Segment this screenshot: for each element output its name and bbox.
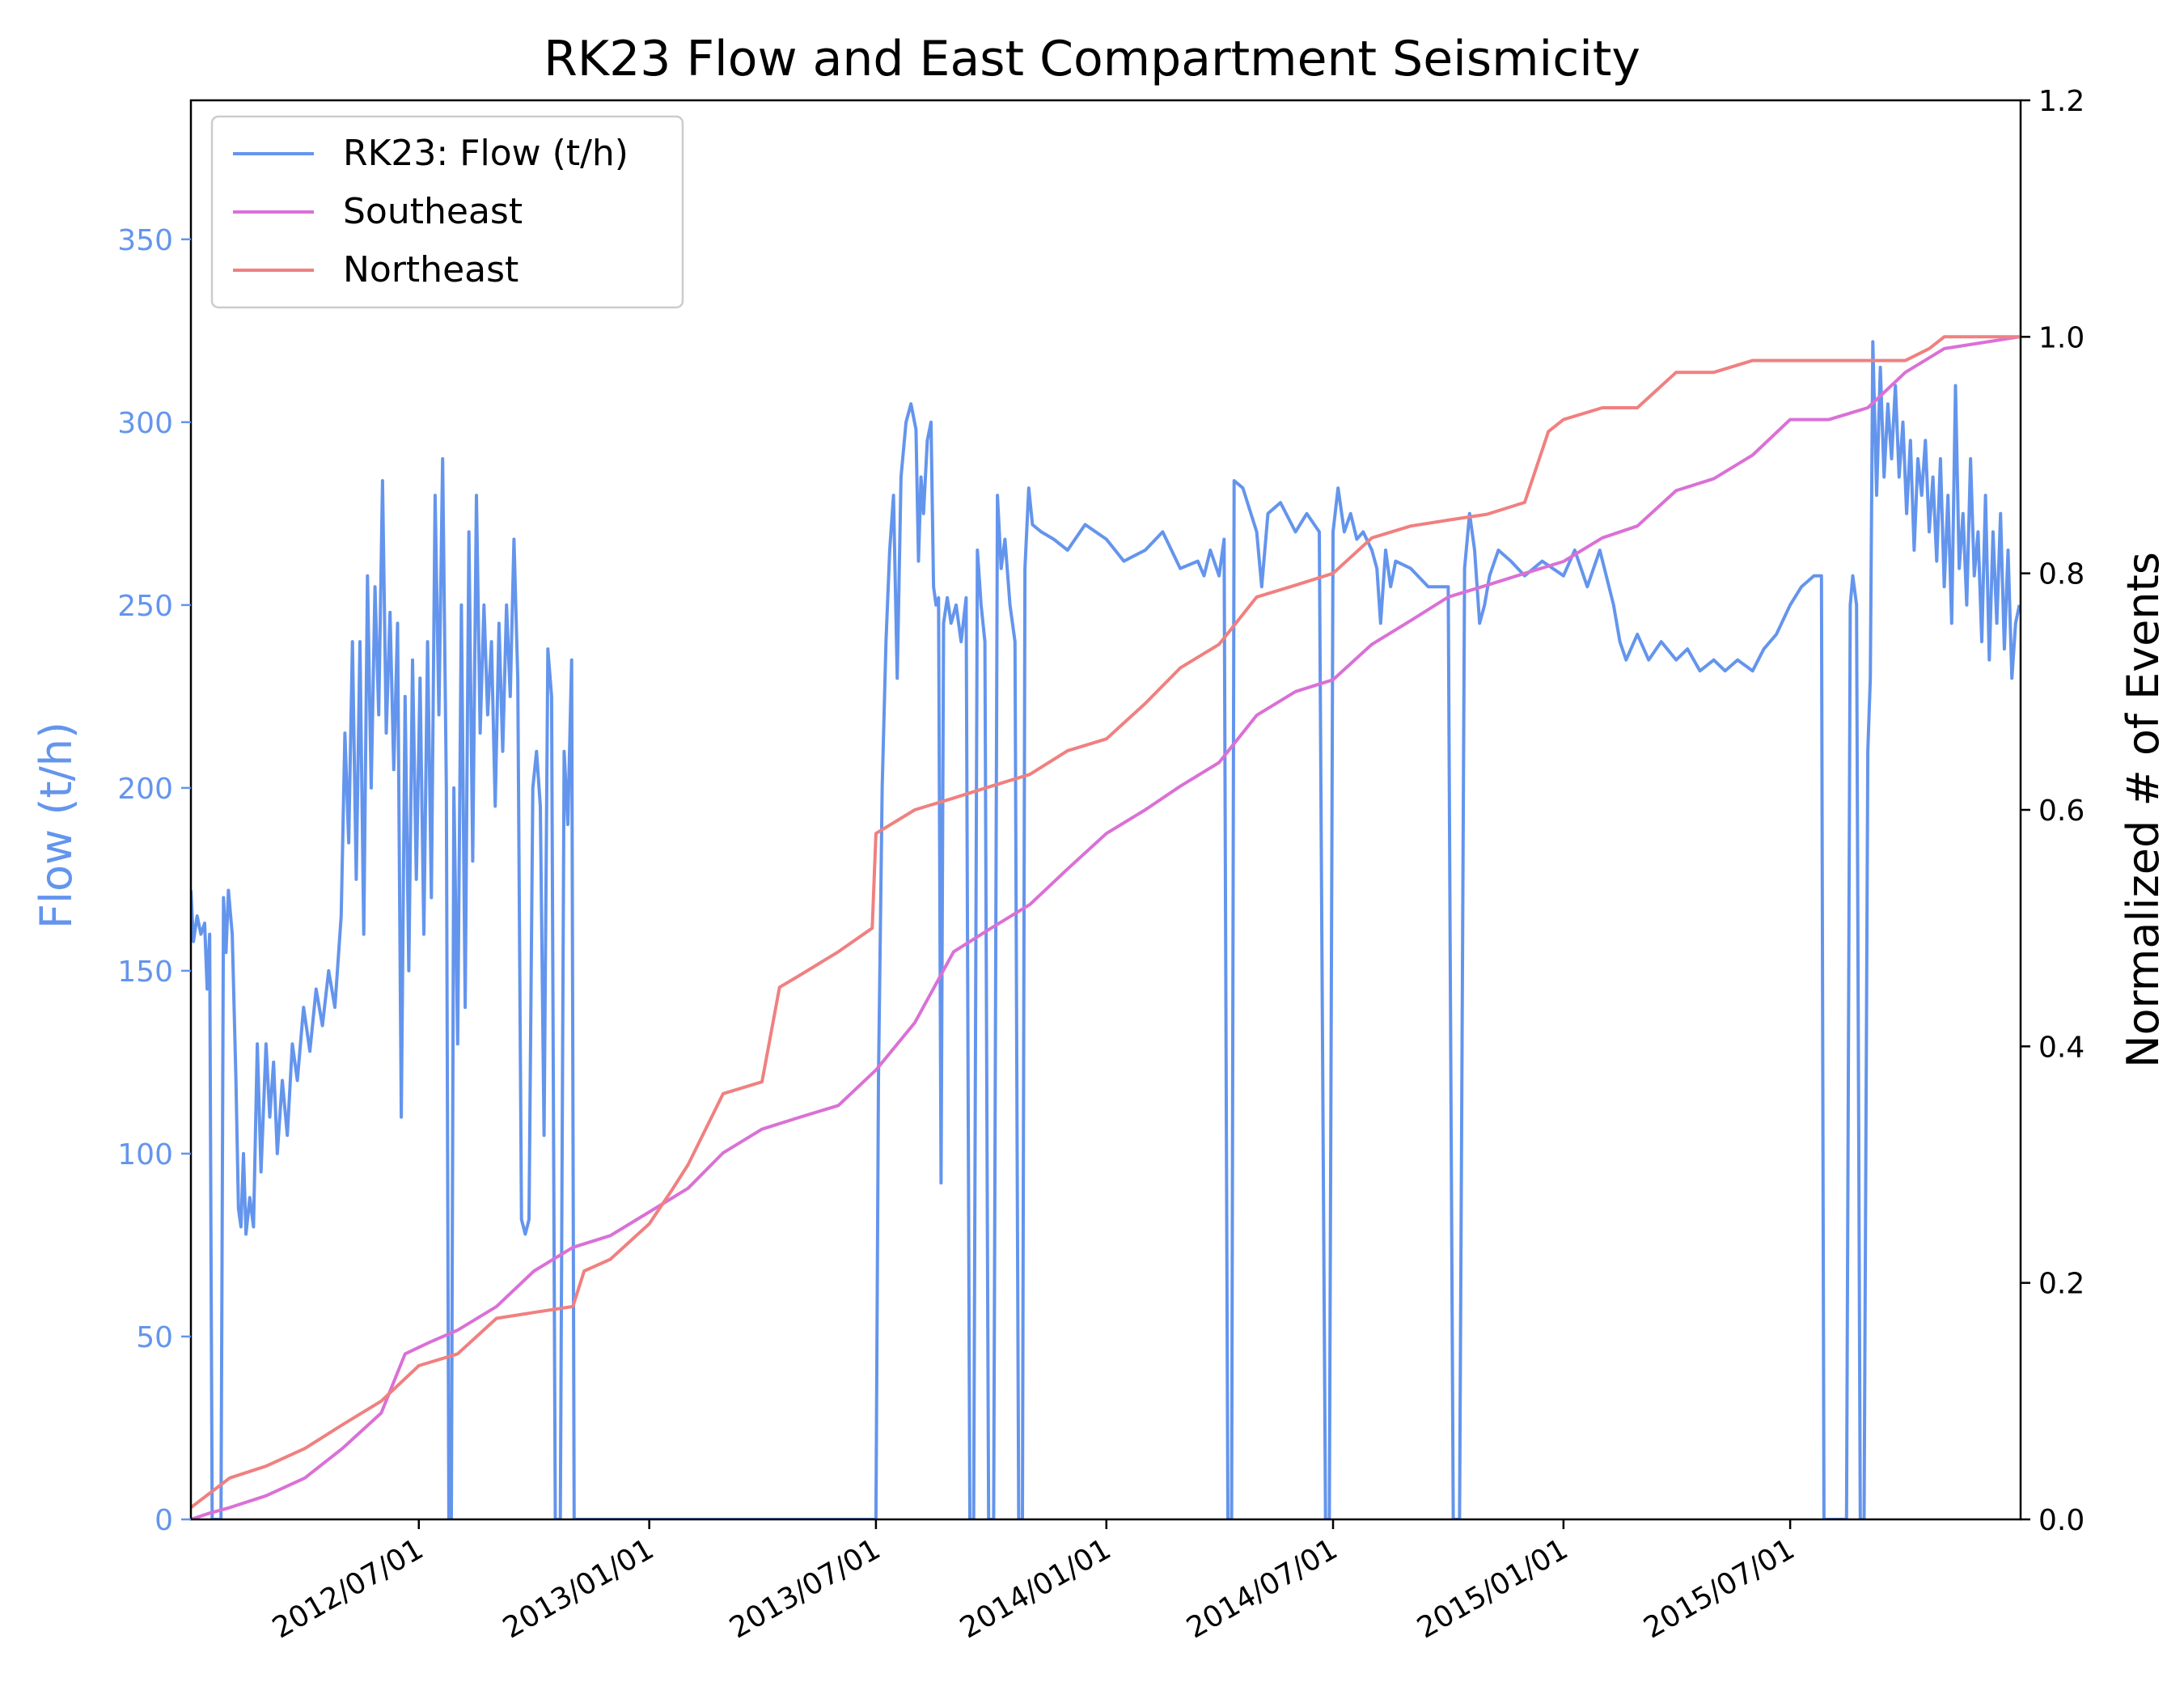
legend: RK23: Flow (t/h) Southeast Northeast [210, 115, 684, 309]
x-tick-label: 2015/01/01 [1412, 1532, 1573, 1645]
x-tick-label: 2015/07/01 [1638, 1532, 1800, 1645]
y-left-tick-label: 350 [117, 224, 173, 257]
plot-area [191, 335, 2021, 1519]
x-tick-label: 2014/01/01 [954, 1532, 1116, 1645]
chart-title: RK23 Flow and East Compartment Seismicit… [544, 31, 1640, 87]
series-line-rk23-flow-t-h [191, 340, 2021, 1519]
y-left-tick-label: 150 [117, 955, 173, 989]
y-left-tick-label: 250 [117, 590, 173, 623]
y-right-tick-label: 0.6 [2038, 794, 2085, 828]
y-right-tick-label: 0.8 [2038, 558, 2085, 591]
y-left-tick-label: 200 [117, 773, 173, 806]
y-right-tick-label: 1.0 [2038, 321, 2085, 354]
legend-box [210, 115, 684, 309]
series-line-southeast [191, 335, 2020, 1519]
x-tick-label: 2014/07/01 [1181, 1532, 1343, 1645]
x-tick-label: 2013/07/01 [724, 1532, 886, 1645]
y-left-tick-label: 100 [117, 1138, 173, 1172]
x-tick-label: 2012/07/01 [267, 1532, 429, 1645]
y-left-tick-label: 300 [117, 407, 173, 440]
y-right-tick-label: 0.4 [2038, 1031, 2085, 1064]
x-tick-label: 2013/01/01 [497, 1532, 659, 1645]
legend-label-northeast: Northeast [343, 249, 518, 290]
y-left-tick-label: 0 [154, 1504, 173, 1537]
y-right-tick-label: 0.0 [2038, 1504, 2085, 1537]
y-left-axis-label: Flow (t/h) [31, 722, 82, 929]
y-left-tick-label: 50 [136, 1321, 173, 1354]
y-right-tick-label: 0.2 [2038, 1268, 2085, 1301]
legend-label-southeast: Southeast [343, 191, 523, 232]
y-right-axis-label: Normalized # of Events [2118, 552, 2169, 1068]
legend-label-flow: RK23: Flow (t/h) [343, 133, 629, 174]
series-line-northeast [191, 335, 2020, 1509]
axes: 0 50 100 150 200 250 300 350 0.0 0.2 0.4 0.6 0.8 1.0 1… [117, 85, 2085, 1646]
y-right-tick-label: 1.2 [2038, 85, 2085, 118]
